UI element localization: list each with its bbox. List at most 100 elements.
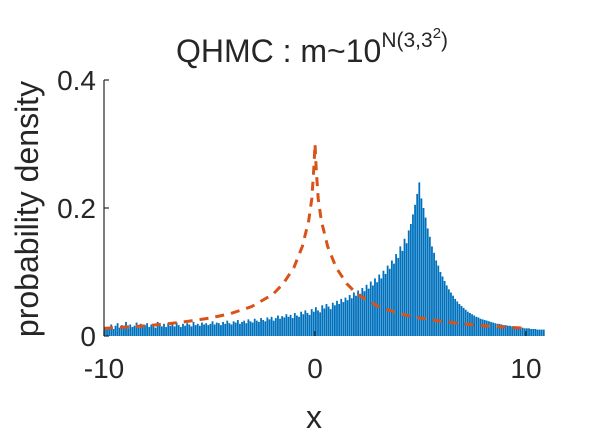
histogram-bar bbox=[209, 323, 212, 336]
histogram-bar bbox=[496, 323, 499, 336]
histogram-bar bbox=[509, 325, 511, 336]
histogram-bar bbox=[433, 252, 435, 336]
histogram-bar bbox=[443, 280, 446, 336]
histogram-bar bbox=[312, 311, 315, 336]
histogram-bar bbox=[236, 320, 239, 336]
histogram-bar bbox=[321, 305, 324, 336]
histogram-bar bbox=[315, 307, 317, 336]
chart-title-sup-end: ) bbox=[441, 29, 448, 52]
histogram-bar bbox=[532, 328, 535, 336]
histogram-bar bbox=[473, 315, 476, 336]
histogram-bar bbox=[125, 321, 127, 336]
histogram-bar bbox=[287, 316, 290, 336]
histogram-bar bbox=[397, 257, 400, 336]
axes: 00.20.4-10 0 10 bbox=[57, 65, 542, 384]
histogram-bar bbox=[458, 304, 461, 336]
histogram-bar bbox=[452, 295, 454, 336]
y-tick-label: 0.4 bbox=[57, 65, 96, 96]
histogram-bar bbox=[422, 208, 425, 336]
histogram-bar bbox=[274, 318, 277, 336]
histogram-bar bbox=[513, 326, 516, 336]
histogram-bar bbox=[494, 323, 497, 336]
histogram-bar bbox=[401, 250, 404, 336]
histogram-bar bbox=[211, 321, 214, 336]
histogram-bar bbox=[424, 217, 427, 336]
fit-curve bbox=[103, 143, 527, 330]
histogram-bar bbox=[196, 323, 199, 336]
histogram-bar bbox=[500, 324, 503, 336]
histogram-bar bbox=[188, 324, 191, 336]
histogram-bar bbox=[435, 260, 438, 336]
histogram-bar bbox=[367, 288, 370, 336]
histogram-bar bbox=[378, 274, 381, 336]
histogram-bar bbox=[201, 322, 203, 336]
histogram-bar bbox=[217, 323, 220, 336]
histogram-bar bbox=[222, 321, 224, 336]
histogram-bar bbox=[247, 319, 250, 336]
histogram-bar bbox=[450, 292, 452, 336]
histogram-bar bbox=[355, 295, 357, 336]
chart-title: QHMC : m~10N(3,32) bbox=[176, 25, 448, 69]
histogram-bar bbox=[108, 327, 111, 336]
histogram-bar bbox=[167, 323, 170, 336]
histogram-bar bbox=[407, 230, 410, 336]
histogram-bar bbox=[281, 316, 284, 336]
histogram-bar bbox=[177, 325, 180, 336]
histogram-bar bbox=[226, 320, 229, 336]
histogram-bar bbox=[507, 325, 509, 336]
histogram-bar bbox=[266, 317, 269, 336]
histogram-bar bbox=[333, 305, 336, 336]
y-tick-label: 0.2 bbox=[57, 193, 96, 224]
histogram-bar bbox=[420, 198, 423, 336]
histogram-bar bbox=[213, 324, 216, 336]
histogram-bar bbox=[192, 321, 195, 336]
histogram-bar bbox=[302, 314, 305, 336]
histogram-bar bbox=[439, 272, 442, 336]
histogram-bar bbox=[498, 323, 501, 336]
histogram-bar bbox=[390, 260, 393, 336]
histogram-bar bbox=[293, 312, 296, 336]
histogram-bar bbox=[490, 321, 492, 336]
histogram-bar bbox=[310, 309, 313, 336]
histogram-bar bbox=[412, 214, 414, 336]
chart-title-main: QHMC : m~10 bbox=[176, 33, 381, 69]
histogram-bar bbox=[308, 314, 311, 336]
histogram-bar bbox=[137, 327, 140, 336]
histogram-bar bbox=[363, 291, 366, 336]
histogram-bar bbox=[150, 324, 153, 336]
histogram-bar bbox=[152, 325, 155, 336]
histogram-bar bbox=[253, 318, 256, 336]
histogram-bar bbox=[376, 282, 378, 336]
histogram-bar bbox=[542, 329, 545, 336]
histogram-bar bbox=[289, 314, 292, 336]
histogram-bar bbox=[534, 328, 537, 336]
chart-title-sup2: 2 bbox=[433, 25, 441, 42]
histogram-bar bbox=[215, 322, 218, 336]
histogram-bar bbox=[279, 318, 281, 336]
histogram-bar bbox=[112, 328, 115, 336]
histogram-bar bbox=[160, 326, 163, 336]
histogram-bar bbox=[388, 268, 391, 336]
histogram-bar bbox=[133, 325, 136, 336]
histogram-bar bbox=[262, 320, 265, 336]
histogram-bar bbox=[291, 318, 294, 336]
histogram-bar bbox=[258, 321, 260, 336]
histogram-bar bbox=[393, 263, 395, 336]
histogram-bar bbox=[118, 327, 121, 336]
histogram-bar bbox=[182, 323, 184, 336]
histogram-bar bbox=[234, 322, 237, 336]
histogram-bar bbox=[342, 302, 345, 336]
histogram-bar bbox=[186, 323, 189, 336]
histogram-bar bbox=[502, 325, 505, 336]
histogram-bar bbox=[371, 285, 374, 336]
histogram-bar bbox=[270, 316, 273, 336]
histogram-bar bbox=[144, 325, 146, 336]
histogram-bar bbox=[184, 325, 186, 336]
histogram-bar bbox=[298, 316, 300, 336]
histogram-bar bbox=[127, 328, 130, 336]
histogram-bar bbox=[205, 323, 208, 336]
histogram-bar bbox=[268, 319, 271, 336]
histogram-bar bbox=[536, 329, 539, 336]
histogram-bar bbox=[146, 323, 149, 336]
histogram-bar bbox=[190, 326, 193, 336]
